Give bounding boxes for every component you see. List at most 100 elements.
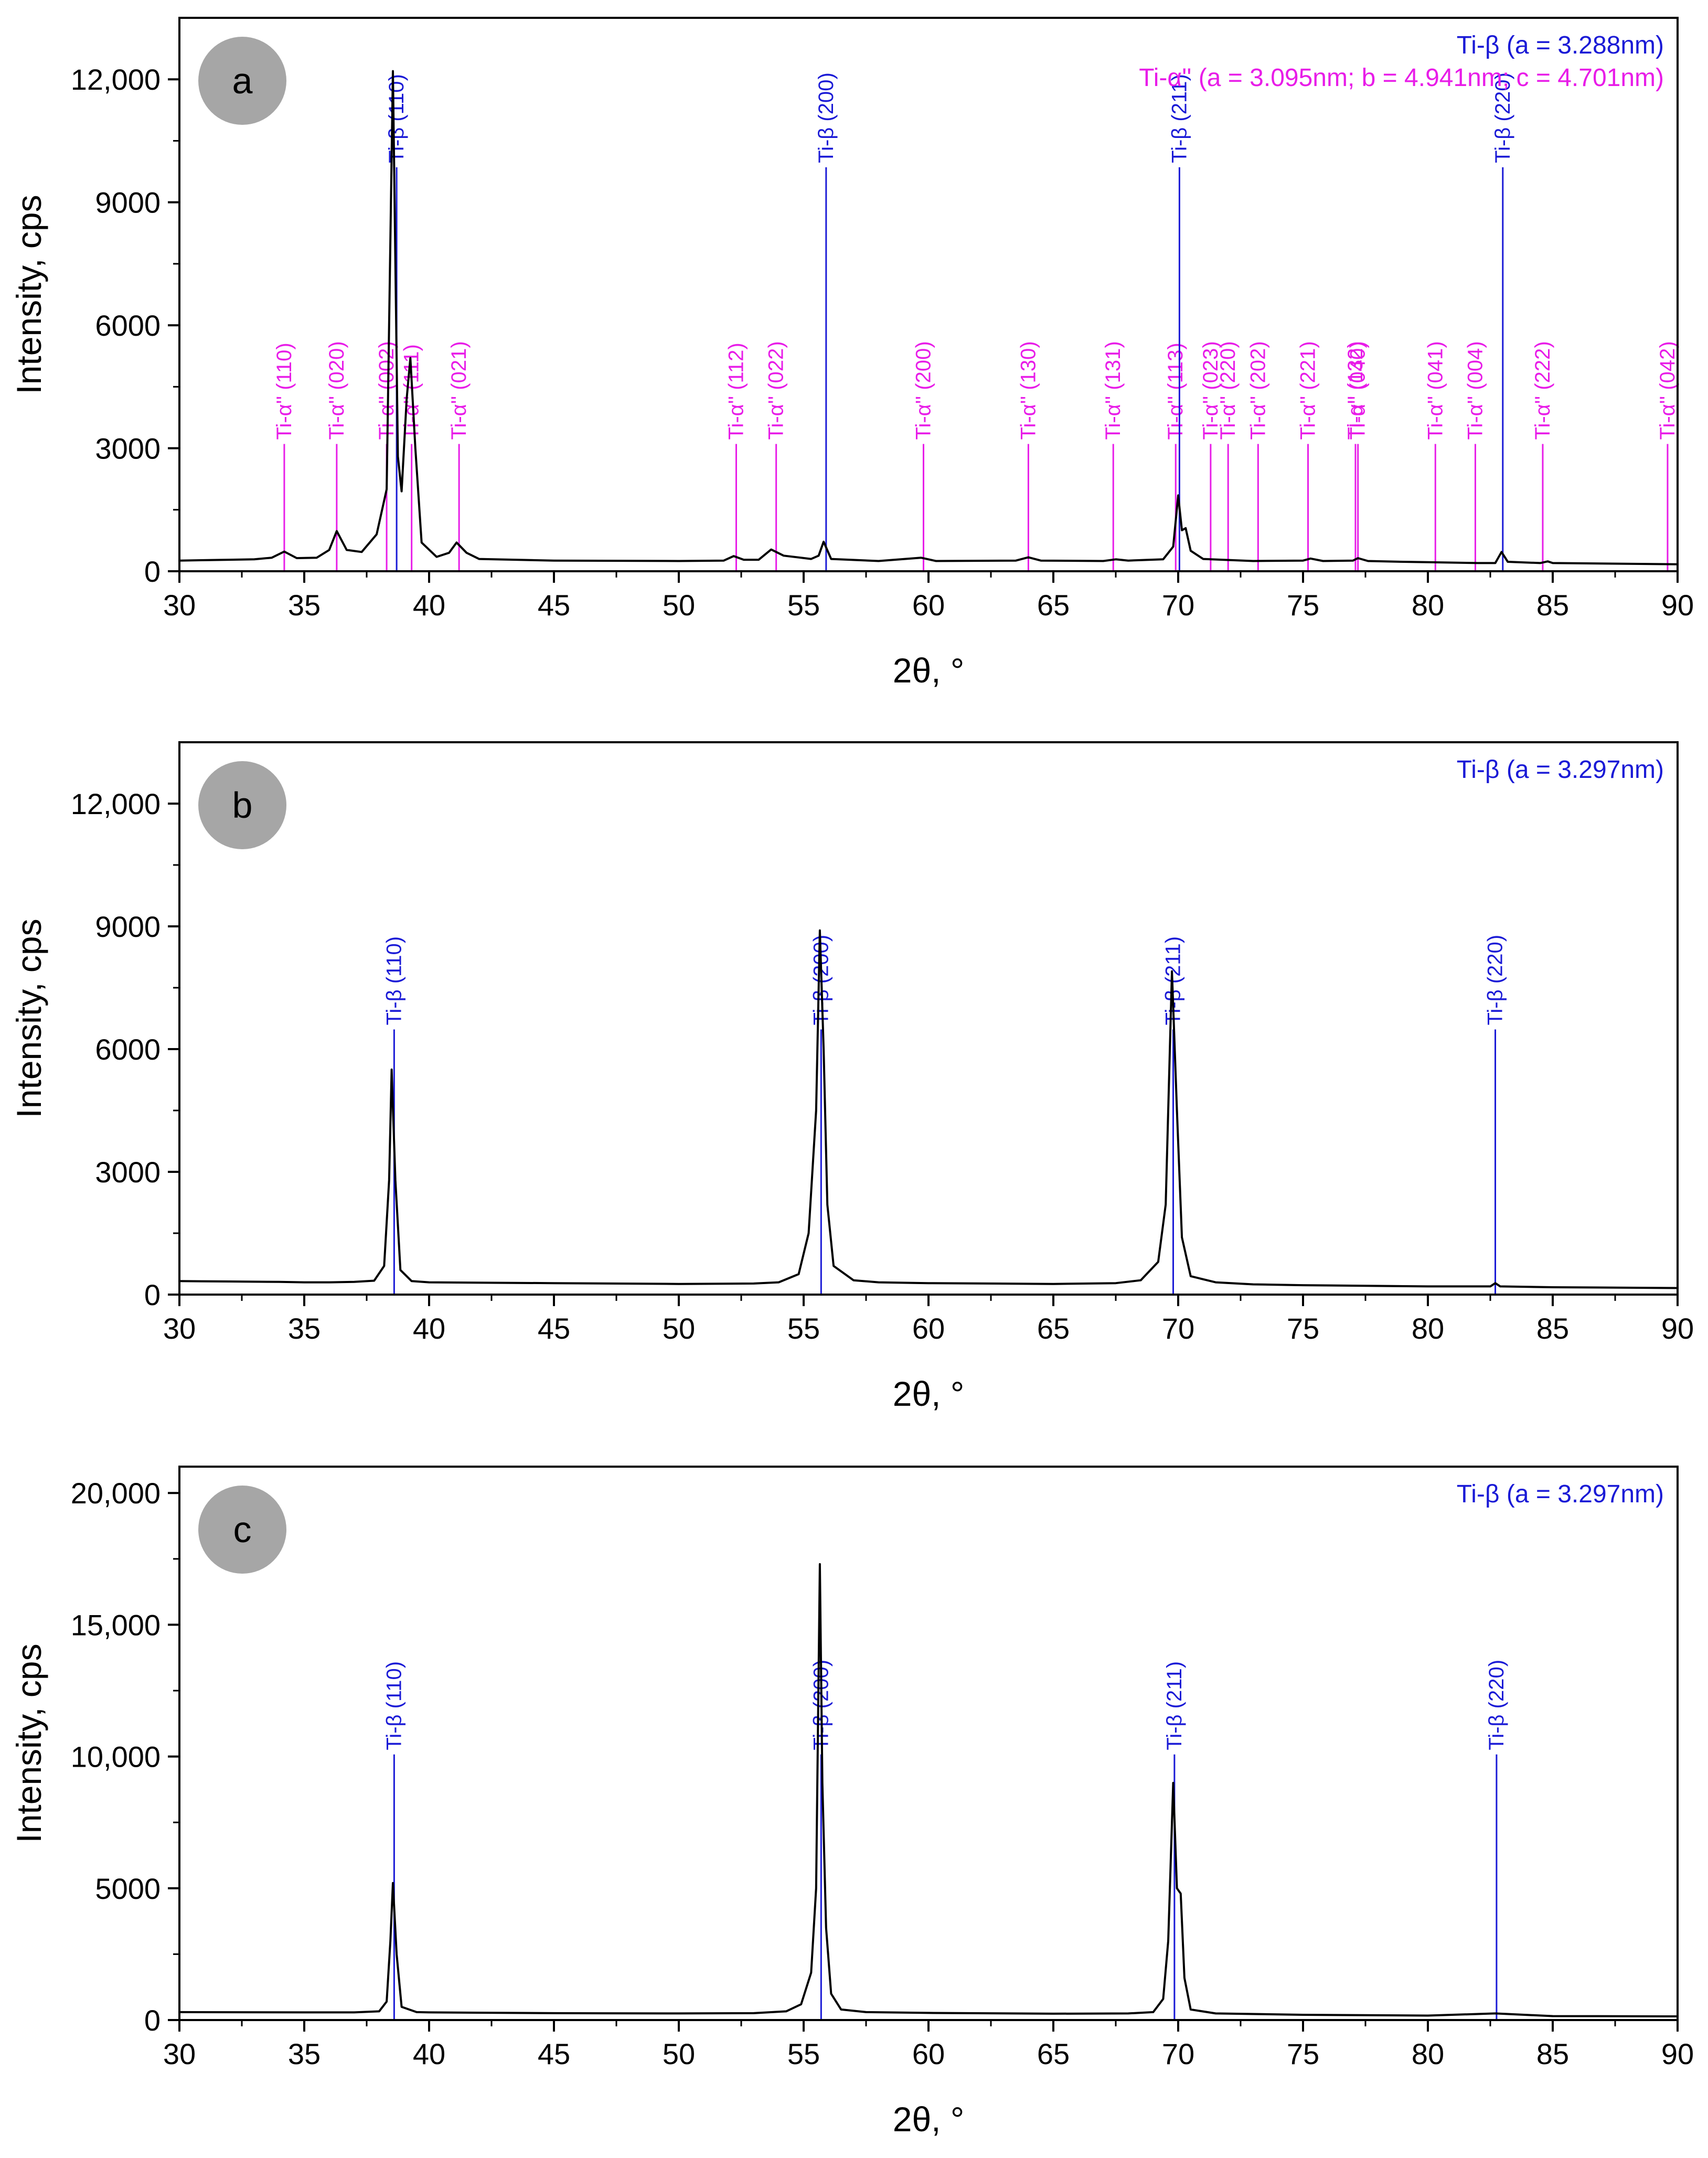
legend-entry: Ti-β (a = 3.297nm) (1457, 1480, 1664, 1508)
x-tick-label: 80 (1412, 589, 1444, 622)
y-tick-label: 9000 (95, 186, 161, 219)
x-tick-label: 55 (787, 2037, 820, 2070)
reference-line-label: Ti-β (110) (382, 1661, 405, 1750)
reference-line-label: Ti-α'' (221) (1297, 341, 1320, 440)
reference-line-label: Ti-α'' (110) (273, 343, 296, 440)
y-tick-label: 10,000 (71, 1740, 161, 1774)
x-tick-label: 40 (413, 1312, 445, 1345)
x-tick-label: 80 (1412, 2037, 1444, 2070)
reference-line-label: Ti-α'' (220) (1216, 341, 1240, 440)
x-tick-label: 30 (163, 2037, 196, 2070)
panel-c: Ti-β (110) Ti-β (200) Ti-β (211) Ti-β (220)… (9, 1466, 1694, 2139)
x-tick-label: 70 (1162, 1312, 1194, 1345)
panel-b: Ti-β (110) Ti-β (200) Ti-β (211) Ti-β (220)… (9, 741, 1694, 1413)
panel-badge (198, 1486, 286, 1574)
reference-line-label: Ti-β (220) (1491, 72, 1514, 163)
x-tick-label: 45 (538, 589, 570, 622)
x-tick-label: 50 (663, 1312, 695, 1345)
xrd-pattern-line (179, 70, 1678, 565)
reference-line-label: Ti-β (211) (1168, 74, 1191, 163)
x-tick-label: 45 (538, 2037, 570, 2070)
reference-line-label: Ti-α'' (041) (1424, 341, 1447, 440)
reference-line-label: Ti-α'' (113) (1164, 343, 1187, 440)
x-tick-label: 55 (787, 589, 820, 622)
y-tick-label: 0 (144, 1278, 161, 1311)
reference-line-label: Ti-α'' (022) (765, 341, 788, 440)
x-tick-label: 60 (912, 589, 945, 622)
x-tick-label: 40 (413, 2037, 445, 2070)
x-tick-label: 80 (1412, 1312, 1444, 1345)
x-tick-label: 70 (1162, 589, 1194, 622)
x-tick-label: 65 (1037, 1312, 1070, 1345)
legend-entry: Ti-α'' (a = 3.095nm; b = 4.941nm; c = 4.… (1139, 64, 1664, 92)
reference-line-label: Ti-β (220) (1484, 935, 1507, 1025)
reference-line-label: Ti-α'' (042) (1656, 341, 1679, 440)
reference-line-label: Ti-β (110) (385, 74, 408, 163)
x-tick-label: 40 (413, 589, 445, 622)
y-tick-label: 15,000 (71, 1608, 161, 1641)
y-tick-label: 3000 (95, 1156, 161, 1189)
reference-line-label: Ti-α'' (130) (1017, 341, 1040, 440)
x-tick-label: 75 (1287, 589, 1319, 622)
reference-line-label: Ti-α'' (202) (1246, 341, 1269, 440)
y-tick-label: 12,000 (71, 787, 161, 820)
y-tick-label: 0 (144, 2004, 161, 2037)
x-tick-label: 60 (912, 2037, 945, 2070)
y-tick-label: 6000 (95, 1033, 161, 1066)
y-tick-label: 12,000 (71, 63, 161, 96)
reference-line-label: Ti-α'' (200) (912, 341, 935, 440)
reference-line-label: Ti-β (211) (1163, 1661, 1186, 1750)
x-tick-label: 35 (288, 589, 321, 622)
xrd-pattern-line (179, 1563, 1678, 2017)
y-tick-label: 5000 (95, 1872, 161, 1905)
x-tick-label: 85 (1536, 2037, 1569, 2070)
x-axis-label: 2θ, ° (893, 1374, 964, 1413)
x-tick-label: 85 (1536, 589, 1569, 622)
reference-line-label: Ti-α'' (222) (1531, 341, 1554, 440)
x-tick-label: 35 (288, 2037, 321, 2070)
reference-line-label: Ti-α'' (004) (1464, 341, 1487, 440)
reference-line-label: Ti-α'' (040) (1347, 341, 1370, 440)
y-tick-label: 0 (144, 555, 161, 588)
x-tick-label: 90 (1661, 589, 1694, 622)
x-tick-label: 30 (163, 1312, 196, 1345)
x-tick-label: 90 (1661, 2037, 1694, 2070)
x-tick-label: 85 (1536, 1312, 1569, 1345)
xrd-pattern-line (179, 929, 1678, 1289)
x-tick-label: 75 (1287, 1312, 1319, 1345)
y-axis-label: Intensity, cps (9, 918, 48, 1118)
x-tick-label: 65 (1037, 589, 1070, 622)
x-tick-label: 70 (1162, 2037, 1194, 2070)
x-tick-label: 90 (1661, 1312, 1694, 1345)
x-tick-label: 50 (663, 589, 695, 622)
y-axis-label: Intensity, cps (9, 195, 48, 394)
x-axis-label: 2θ, ° (893, 651, 964, 690)
legend-entry: Ti-β (a = 3.288nm) (1457, 31, 1664, 59)
y-tick-label: 9000 (95, 910, 161, 943)
panel-badge (198, 761, 286, 849)
x-tick-label: 55 (787, 1312, 820, 1345)
panel-a: Ti-α'' (110) Ti-α'' (020) Ti-α'' (002)Ti-β… (9, 17, 1694, 690)
legend-entry: Ti-β (a = 3.297nm) (1457, 756, 1664, 784)
reference-line-label: Ti-α'' (020) (325, 341, 348, 440)
reference-line-label: Ti-α'' (023) (1199, 341, 1222, 440)
x-tick-label: 45 (538, 1312, 570, 1345)
panel-letter: a (232, 60, 253, 101)
x-tick-label: 50 (663, 2037, 695, 2070)
y-tick-label: 6000 (95, 309, 161, 342)
reference-line-label: Ti-α'' (132) (1344, 341, 1367, 440)
x-tick-label: 30 (163, 589, 196, 622)
reference-line-label: Ti-β (110) (382, 936, 405, 1025)
x-tick-label: 35 (288, 1312, 321, 1345)
x-tick-label: 75 (1287, 2037, 1319, 2070)
x-axis-label: 2θ, ° (893, 2100, 964, 2139)
x-tick-label: 60 (912, 1312, 945, 1345)
panel-letter: c (233, 1509, 252, 1550)
y-axis-label: Intensity, cps (9, 1643, 48, 1843)
panel-badge (198, 37, 286, 125)
reference-line-label: Ti-β (200) (815, 72, 838, 163)
reference-line-label: Ti-β (220) (1485, 1660, 1508, 1750)
y-tick-label: 20,000 (71, 1477, 161, 1510)
reference-line-label: Ti-α'' (131) (1102, 341, 1125, 440)
